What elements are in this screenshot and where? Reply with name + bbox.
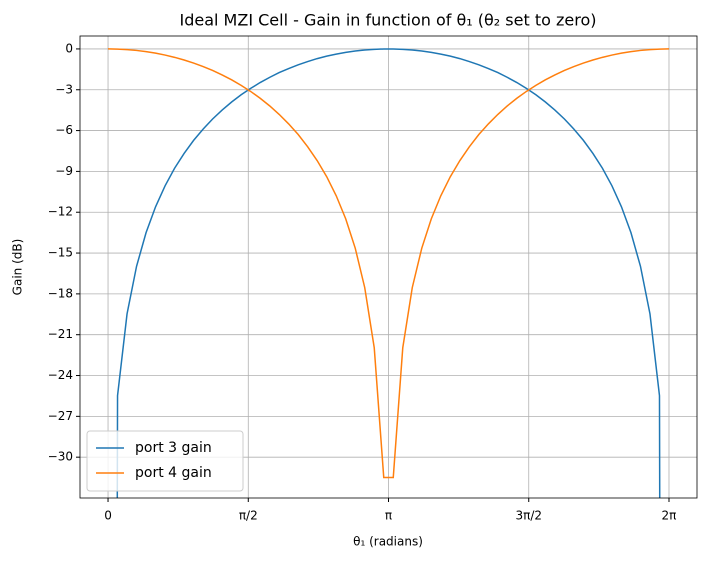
y-axis-label: Gain (dB)	[11, 239, 25, 296]
x-tick-label: 3π/2	[515, 509, 542, 523]
series-line	[108, 48, 669, 479]
y-tick-label: −21	[48, 327, 73, 341]
series-line	[116, 48, 661, 498]
legend: port 3 gain port 4 gain	[86, 430, 244, 492]
plot-area	[108, 48, 669, 498]
y-tick-label: −3	[55, 82, 73, 96]
legend-box	[86, 430, 244, 492]
x-tick-label: 0	[104, 509, 112, 523]
x-tick-label: π/2	[239, 509, 258, 523]
legend-label: port 3 gain	[135, 440, 212, 456]
y-tick-label: −12	[48, 205, 73, 219]
chart-title: Ideal MZI Cell - Gain in function of θ₁ …	[180, 11, 597, 30]
y-tick-label: −18	[48, 286, 73, 300]
y-tick-label: −24	[48, 368, 73, 382]
y-tick-label: −6	[55, 123, 73, 137]
y-tick-label: −30	[48, 450, 73, 464]
y-tick-label: −27	[48, 409, 73, 423]
plot-frame	[79, 35, 698, 499]
x-axis-label: θ₁ (radians)	[353, 535, 423, 549]
y-tick-label: 0	[65, 41, 73, 55]
x-tick-label: π	[385, 509, 392, 523]
y-tick-label: −15	[48, 246, 73, 260]
x-tick-label: 2π	[662, 509, 677, 523]
y-tick-label: −9	[55, 164, 73, 178]
legend-label: port 4 gain	[135, 465, 212, 481]
